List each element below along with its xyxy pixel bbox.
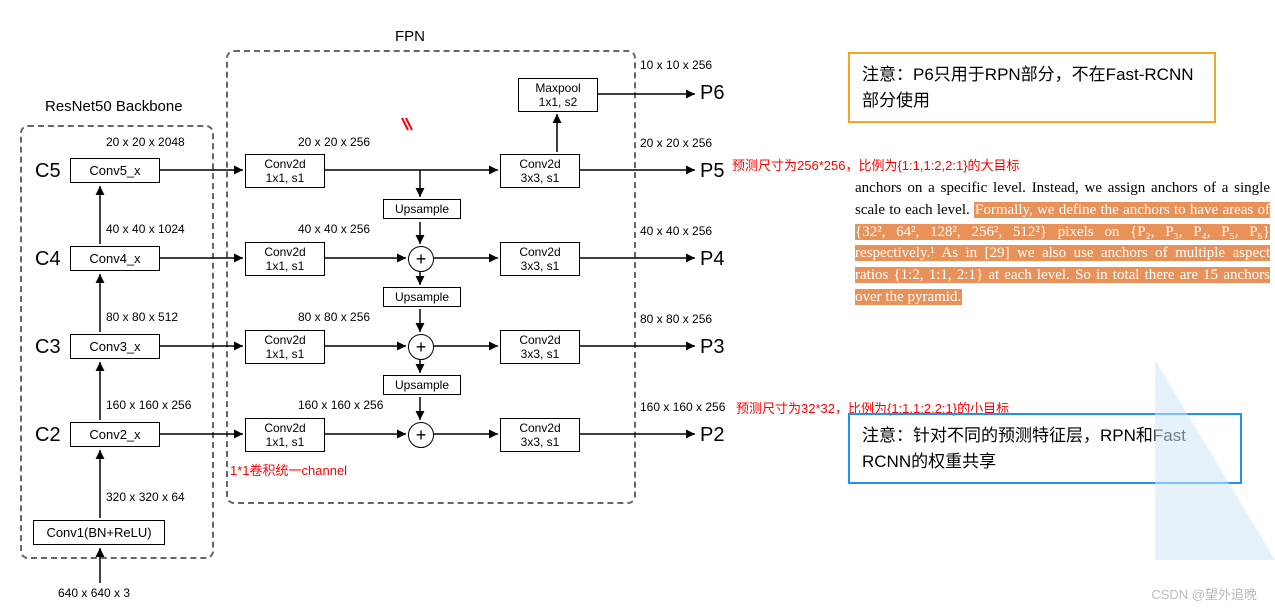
c2-fpn-dim: 160 x 160 x 256	[298, 398, 383, 412]
c4-fpn-dim: 40 x 40 x 256	[298, 222, 370, 236]
c4-add: +	[408, 246, 434, 272]
conv1-in-dim: 320 x 320 x 64	[106, 490, 185, 504]
p3-dim: 80 x 80 x 256	[640, 312, 712, 326]
conv1-block: Conv1(BN+ReLU)	[33, 520, 165, 545]
c4-backbone-dim: 40 x 40 x 1024	[106, 222, 185, 236]
c3-backbone-dim: 80 x 80 x 512	[106, 310, 178, 324]
input-dim: 640 x 640 x 3	[58, 586, 130, 600]
p6-dim: 10 x 10 x 256	[640, 58, 712, 72]
p6-label: P6	[700, 82, 724, 105]
p3-label: P3	[700, 336, 724, 359]
p5-label: P5	[700, 160, 724, 183]
fpn-title: FPN	[395, 28, 425, 45]
c2-block: Conv2_x	[70, 422, 160, 447]
c4-upsample: Upsample	[383, 287, 461, 307]
c3-fpn-dim: 80 x 80 x 256	[298, 310, 370, 324]
c5-fpn-dim: 20 x 20 x 256	[298, 135, 370, 149]
maxpool-block: Maxpool 1x1, s2	[518, 78, 598, 112]
red-note-1x1: 1*1卷积统一channel	[230, 460, 347, 479]
c4-label: C4	[35, 248, 61, 271]
c2-lateral: Conv2d 1x1, s1	[245, 418, 325, 452]
c5-label: C5	[35, 160, 61, 183]
c2-label: C2	[35, 424, 61, 447]
c4-block: Conv4_x	[70, 246, 160, 271]
c5-block: Conv5_x	[70, 158, 160, 183]
red-note-p5: 预测尺寸为256*256，比例为{1:1,1:2,2:1}的大目标	[732, 155, 1020, 174]
c4-outconv: Conv2d 3x3, s1	[500, 242, 580, 276]
c3-label: C3	[35, 336, 61, 359]
backbone-title: ResNet50 Backbone	[45, 98, 183, 115]
paper-excerpt: anchors on a specific level. Instead, we…	[855, 178, 1270, 309]
c5-outconv: Conv2d 3x3, s1	[500, 154, 580, 188]
c2-add: +	[408, 422, 434, 448]
c5-upsample: Upsample	[383, 199, 461, 219]
note-orange: 注意：P6只用于RPN部分，不在Fast-RCNN部分使用	[848, 52, 1216, 123]
c3-block: Conv3_x	[70, 334, 160, 359]
c4-lateral: Conv2d 1x1, s1	[245, 242, 325, 276]
c2-backbone-dim: 160 x 160 x 256	[106, 398, 191, 412]
c3-upsample: Upsample	[383, 375, 461, 395]
c2-outconv: Conv2d 3x3, s1	[500, 418, 580, 452]
p5-dim: 20 x 20 x 256	[640, 136, 712, 150]
c3-outconv: Conv2d 3x3, s1	[500, 330, 580, 364]
p4-label: P4	[700, 248, 724, 271]
p2-dim: 160 x 160 x 256	[640, 400, 725, 414]
c3-lateral: Conv2d 1x1, s1	[245, 330, 325, 364]
c5-backbone-dim: 20 x 20 x 2048	[106, 135, 185, 149]
watermark: CSDN @望外追晚	[1151, 584, 1257, 603]
p2-label: P2	[700, 424, 724, 447]
p4-dim: 40 x 40 x 256	[640, 224, 712, 238]
c5-lateral: Conv2d 1x1, s1	[245, 154, 325, 188]
note-blue: 注意：针对不同的预测特征层，RPN和Fast RCNN的权重共享	[848, 413, 1242, 484]
c3-add: +	[408, 334, 434, 360]
